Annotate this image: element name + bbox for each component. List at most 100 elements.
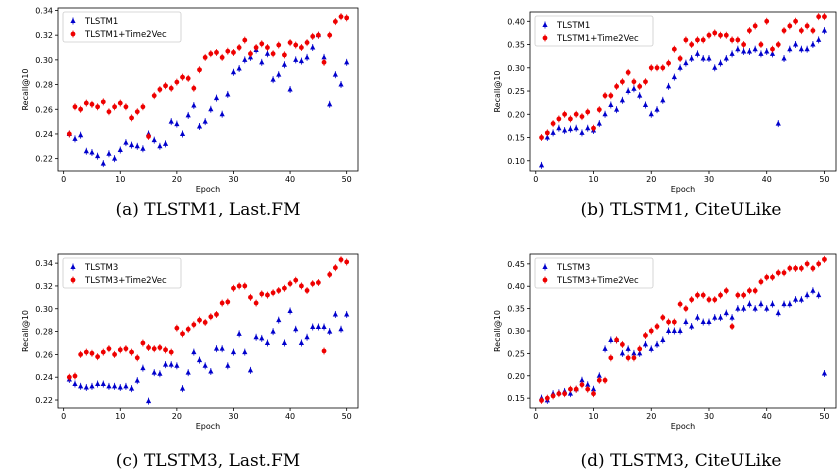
data-point bbox=[270, 51, 276, 57]
data-point bbox=[625, 88, 631, 94]
data-point bbox=[585, 109, 591, 115]
data-point bbox=[752, 305, 758, 311]
data-point bbox=[225, 299, 231, 305]
data-point bbox=[787, 265, 793, 271]
legend: TLSTM1 TLSTM1+Time2Vec bbox=[62, 11, 182, 43]
data-point bbox=[180, 331, 185, 337]
data-point bbox=[151, 369, 157, 375]
data-point bbox=[134, 355, 140, 361]
data-point bbox=[596, 372, 602, 378]
data-point bbox=[735, 37, 741, 43]
data-point bbox=[321, 348, 327, 354]
data-point bbox=[585, 125, 591, 131]
data-point bbox=[591, 125, 596, 131]
data-point bbox=[775, 42, 781, 47]
data-point bbox=[735, 292, 741, 298]
data-point bbox=[202, 54, 208, 60]
data-point bbox=[270, 328, 276, 334]
data-point bbox=[117, 147, 123, 153]
data-point bbox=[689, 55, 695, 61]
data-point bbox=[821, 370, 828, 376]
data-point bbox=[619, 342, 625, 347]
data-point bbox=[191, 102, 197, 108]
data-point bbox=[253, 45, 259, 50]
x-tick-label: 50 bbox=[819, 175, 829, 184]
data-point bbox=[332, 19, 338, 24]
data-point bbox=[287, 281, 293, 287]
data-point bbox=[276, 71, 282, 77]
data-point bbox=[665, 83, 672, 89]
chart-panel-2: 0 10 20 30 40 50 0.10 0.15 0.20 0.25 0.30 0.35 0.40 E… bbox=[493, 11, 837, 194]
data-point bbox=[145, 398, 152, 404]
data-point bbox=[140, 145, 146, 151]
data-point bbox=[128, 142, 135, 148]
data-point bbox=[202, 320, 208, 325]
data-point bbox=[689, 297, 695, 303]
data-point bbox=[259, 291, 265, 297]
series-2 bbox=[66, 256, 350, 381]
data-point bbox=[700, 319, 706, 325]
data-point bbox=[723, 310, 729, 316]
data-point bbox=[810, 265, 816, 271]
data-point bbox=[752, 23, 758, 29]
data-point bbox=[310, 324, 316, 330]
y-axis-label: Recall@10 bbox=[21, 68, 30, 110]
y-tick-label: 0.24 bbox=[35, 130, 53, 139]
data-point bbox=[660, 315, 666, 320]
y-tick-label: 0.25 bbox=[507, 87, 525, 96]
data-point bbox=[202, 118, 208, 124]
data-point bbox=[608, 355, 614, 361]
series-1 bbox=[66, 31, 350, 168]
data-point bbox=[213, 345, 220, 351]
data-point bbox=[579, 382, 585, 388]
data-point bbox=[344, 15, 350, 21]
y-axis-label: Recall@10 bbox=[493, 70, 502, 112]
data-point bbox=[717, 60, 724, 66]
data-point bbox=[185, 112, 191, 118]
data-point bbox=[775, 270, 781, 276]
y-tick-label: 0.35 bbox=[507, 305, 525, 314]
data-point bbox=[259, 41, 265, 47]
data-point bbox=[654, 324, 660, 329]
data-point bbox=[95, 153, 101, 159]
data-point bbox=[287, 86, 293, 92]
data-point bbox=[225, 48, 231, 54]
data-point bbox=[293, 326, 299, 332]
data-point bbox=[95, 381, 101, 387]
data-point bbox=[242, 56, 248, 62]
data-point bbox=[298, 45, 304, 50]
data-point bbox=[327, 328, 333, 334]
data-point bbox=[287, 308, 293, 314]
data-point bbox=[700, 55, 706, 61]
data-point bbox=[746, 48, 752, 54]
data-point bbox=[123, 383, 129, 389]
data-point bbox=[579, 114, 585, 120]
data-point bbox=[310, 281, 316, 287]
data-point bbox=[614, 337, 620, 343]
data-point bbox=[614, 106, 620, 112]
data-point bbox=[180, 74, 185, 80]
data-point bbox=[225, 362, 231, 368]
data-point bbox=[89, 101, 95, 107]
y-tick-label: 0.22 bbox=[35, 155, 53, 164]
data-point bbox=[689, 323, 695, 329]
data-point bbox=[117, 347, 123, 353]
data-point bbox=[265, 292, 270, 298]
data-point bbox=[752, 46, 758, 52]
data-point bbox=[163, 83, 168, 89]
data-point bbox=[196, 123, 203, 129]
data-point bbox=[562, 127, 568, 133]
data-point bbox=[214, 50, 219, 55]
data-point bbox=[247, 367, 254, 373]
data-point bbox=[208, 106, 214, 112]
data-point bbox=[89, 149, 95, 155]
data-point bbox=[179, 385, 186, 391]
data-point bbox=[72, 381, 78, 387]
data-point bbox=[89, 383, 95, 389]
data-point bbox=[608, 101, 614, 107]
data-point bbox=[798, 28, 804, 33]
data-point bbox=[236, 45, 242, 50]
chart-caption: (a) TLSTM1, Last.FM bbox=[115, 200, 300, 220]
data-point bbox=[236, 65, 242, 71]
